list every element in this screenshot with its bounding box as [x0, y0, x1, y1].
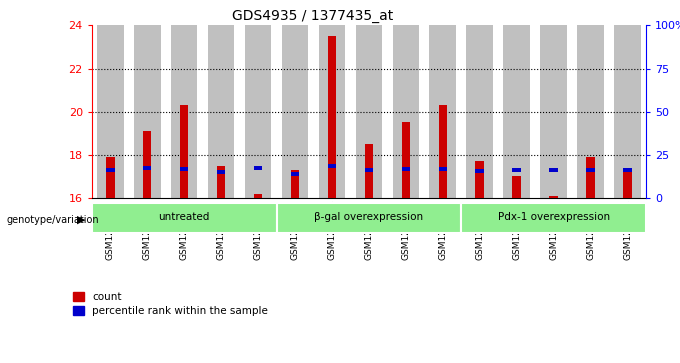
Bar [208, 25, 235, 198]
Bar [171, 25, 197, 198]
Bar [277, 203, 461, 233]
Legend: count, percentile rank within the sample: count, percentile rank within the sample [73, 292, 268, 316]
Bar [328, 36, 336, 198]
Bar [402, 167, 410, 171]
Bar [134, 25, 160, 198]
Bar [217, 170, 225, 174]
Bar [513, 176, 521, 198]
Bar [577, 25, 604, 198]
Bar [92, 203, 277, 233]
Bar [180, 105, 188, 198]
Bar [586, 168, 595, 172]
Bar [143, 131, 152, 198]
Bar [513, 168, 521, 172]
Bar [549, 196, 558, 198]
Bar [466, 25, 493, 198]
Bar [356, 25, 382, 198]
Bar [624, 168, 632, 172]
Bar [291, 172, 299, 176]
Text: Pdx-1 overexpression: Pdx-1 overexpression [498, 212, 610, 222]
Bar [97, 25, 124, 198]
Text: untreated: untreated [158, 212, 210, 222]
Bar [319, 25, 345, 198]
Bar [106, 157, 114, 198]
Text: genotype/variation: genotype/variation [7, 215, 99, 225]
Bar [402, 122, 410, 198]
Bar [439, 167, 447, 171]
Bar [503, 25, 530, 198]
Bar [254, 166, 262, 170]
Text: GDS4935 / 1377435_at: GDS4935 / 1377435_at [232, 9, 394, 23]
Bar [439, 105, 447, 198]
Bar [180, 167, 188, 171]
Bar [106, 168, 114, 172]
Bar [586, 157, 595, 198]
Bar [245, 25, 271, 198]
Bar [392, 25, 419, 198]
Bar [364, 168, 373, 172]
Text: ▶: ▶ [78, 215, 86, 225]
Bar [291, 170, 299, 198]
Bar [364, 144, 373, 198]
Bar [282, 25, 308, 198]
Bar [254, 193, 262, 198]
Text: β-gal overexpression: β-gal overexpression [314, 212, 424, 222]
Bar [461, 203, 646, 233]
Bar [624, 168, 632, 198]
Bar [614, 25, 641, 198]
Bar [475, 169, 484, 173]
Bar [430, 25, 456, 198]
Bar [549, 168, 558, 172]
Bar [217, 166, 225, 198]
Bar [541, 25, 567, 198]
Bar [328, 164, 336, 168]
Bar [475, 161, 484, 198]
Bar [143, 166, 152, 170]
